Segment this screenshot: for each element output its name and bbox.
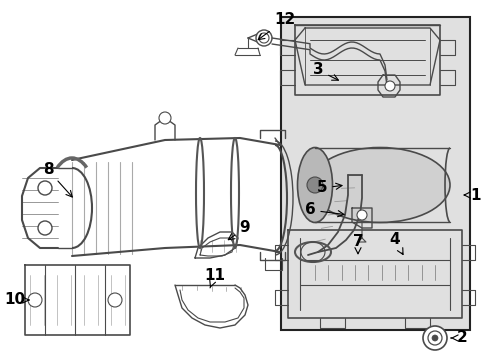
Circle shape	[256, 30, 271, 46]
Text: 5: 5	[316, 180, 341, 195]
Text: 3: 3	[312, 63, 338, 80]
Ellipse shape	[297, 148, 332, 222]
Bar	[281, 17, 469, 330]
Text: 6: 6	[304, 202, 344, 217]
Circle shape	[306, 177, 323, 193]
Text: 2: 2	[450, 330, 467, 346]
Text: 8: 8	[42, 162, 72, 197]
Circle shape	[28, 293, 42, 307]
Text: 12: 12	[258, 13, 295, 40]
Text: 9: 9	[228, 220, 250, 240]
Circle shape	[384, 81, 394, 91]
Text: 7: 7	[352, 234, 363, 254]
Ellipse shape	[309, 148, 449, 222]
Text: 11: 11	[204, 267, 225, 288]
Circle shape	[38, 181, 52, 195]
Text: 4: 4	[389, 233, 402, 255]
Text: 10: 10	[4, 292, 29, 307]
Text: 1: 1	[463, 188, 480, 202]
Circle shape	[159, 112, 171, 124]
Circle shape	[422, 326, 446, 350]
Circle shape	[356, 210, 366, 220]
Circle shape	[38, 221, 52, 235]
Circle shape	[427, 331, 441, 345]
Circle shape	[108, 293, 122, 307]
Circle shape	[431, 335, 437, 341]
